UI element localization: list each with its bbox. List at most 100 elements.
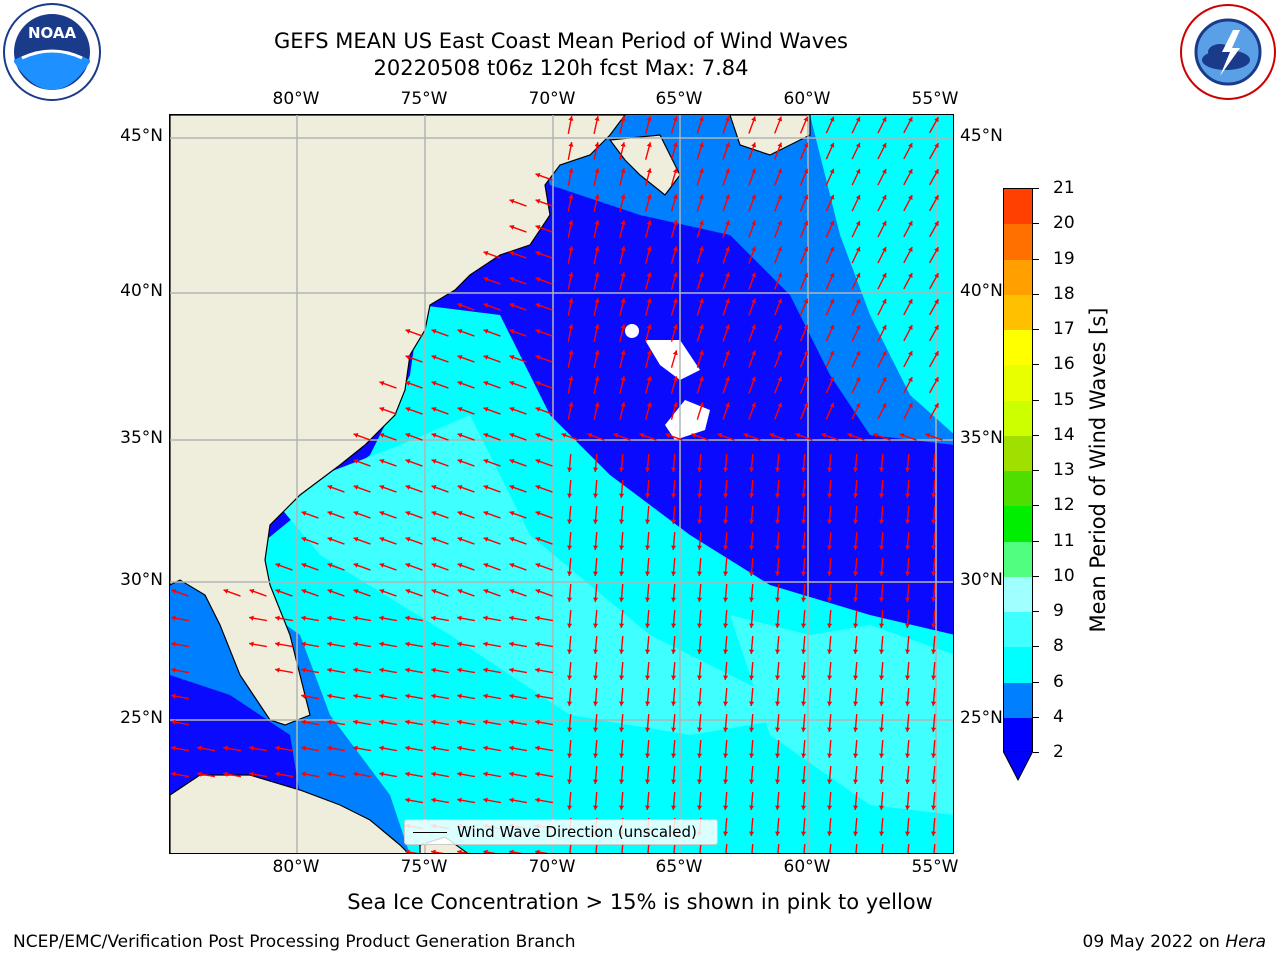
wind-wave-arrow — [907, 843, 910, 853]
wind-wave-arrow-head — [619, 571, 625, 576]
wind-wave-arrow-head — [751, 376, 757, 382]
wind-wave-arrow-head — [593, 545, 599, 550]
wind-wave-arrow-head — [619, 493, 625, 498]
wind-wave-arrow-head — [803, 220, 809, 226]
wind-wave-arrow-head — [829, 116, 835, 122]
wind-wave-arrow-head — [405, 771, 410, 777]
wind-wave-arrow-head — [881, 272, 887, 278]
wind-wave-arrow-head — [197, 745, 202, 751]
wind-wave-arrow-head — [769, 432, 775, 438]
ocean-zone-4-6-ne — [810, 115, 953, 434]
wind-wave-arrow-head — [405, 432, 411, 438]
wind-wave-arrow-head — [723, 493, 729, 498]
wind-wave-arrow-head — [593, 805, 599, 810]
wind-wave-arrow-head — [567, 467, 573, 472]
nova-scotia-land — [608, 134, 681, 196]
wind-wave-arrow-head — [405, 745, 410, 751]
wind-wave-arrow — [855, 843, 858, 853]
north-america-land — [170, 115, 626, 726]
wind-wave-arrow-head — [509, 224, 515, 230]
wind-wave-arrow-head — [405, 693, 410, 699]
wind-wave-arrow-head — [905, 597, 911, 602]
wind-wave-arrow-head — [509, 484, 515, 490]
wind-wave-arrow-head — [567, 779, 573, 784]
wind-wave-arrow-head — [879, 701, 885, 706]
wind-wave-arrow-head — [671, 753, 677, 758]
wind-wave-arrow-head — [535, 380, 541, 386]
wind-wave-arrow-head — [907, 377, 913, 383]
wind-wave-arrow-head — [801, 753, 807, 758]
wind-wave-arrow-head — [853, 649, 859, 654]
colorbar-segment — [1004, 435, 1032, 471]
wind-wave-arrow-head — [431, 406, 437, 412]
wind-wave-arrow-head — [855, 116, 861, 122]
wind-wave-arrow-head — [879, 831, 885, 836]
wind-wave-arrow-head — [697, 597, 703, 602]
wind-wave-arrow-head — [803, 194, 809, 200]
wind-wave-arrow-head — [672, 272, 678, 278]
wind-wave-arrow-head — [803, 402, 809, 408]
wind-wave-arrow-head — [853, 493, 859, 498]
wind-wave-arrow-head — [353, 667, 358, 673]
wind-wave-arrow-head — [697, 701, 703, 706]
wind-wave-arrows — [171, 116, 943, 853]
wind-wave-arrow-head — [931, 571, 937, 576]
wind-wave-arrow-head — [697, 623, 703, 628]
wind-wave-arrow — [829, 843, 832, 853]
wind-wave-arrow-head — [829, 220, 835, 226]
wind-wave-arrow-head — [879, 805, 885, 810]
wind-wave-arrow-head — [672, 350, 678, 356]
wind-wave-arrow-head — [672, 142, 678, 148]
wind-wave-arrow-head — [645, 493, 651, 498]
wind-wave-arrow-head — [646, 272, 652, 278]
wind-wave-arrow-head — [457, 588, 463, 594]
wind-wave-arrow-head — [535, 719, 540, 725]
colorbar-segment — [1004, 330, 1032, 366]
wind-wave-arrow-head — [697, 753, 703, 758]
wind-wave-arrow-head — [879, 545, 885, 550]
wind-wave-arrow-head — [881, 116, 887, 122]
wind-wave-arrow-head — [535, 172, 541, 178]
wind-wave-arrow-head — [568, 272, 574, 277]
wind-wave-arrow-head — [327, 588, 333, 594]
lon-tick-top: 60°W — [783, 89, 831, 109]
wind-wave-arrow-head — [457, 458, 463, 464]
wind-wave-arrow-head — [483, 380, 489, 386]
wind-wave-arrow — [725, 843, 728, 853]
wind-wave-arrow-head — [535, 328, 541, 334]
wind-wave-arrow-head — [483, 719, 488, 725]
wind-wave-arrow-head — [931, 727, 937, 732]
wind-wave-arrow-head — [801, 493, 807, 498]
wind-wave-arrow-head — [671, 597, 677, 602]
wind-wave-arrow-head — [777, 298, 783, 304]
wind-wave-arrow-head — [698, 194, 704, 200]
wind-wave-arrow-head — [483, 771, 488, 777]
wind-wave-arrow-head — [853, 753, 859, 758]
wind-wave-arrow-head — [881, 402, 887, 408]
wind-wave-arrow-head — [777, 376, 783, 382]
wind-wave-arrow-head — [405, 380, 411, 386]
wind-wave-arrow-head — [931, 545, 937, 550]
wind-wave-arrow-head — [568, 350, 574, 355]
lon-tick-bottom: 65°W — [655, 857, 703, 877]
wind-wave-arrow-head — [855, 246, 861, 252]
wind-wave-arrow-head — [907, 117, 913, 123]
wind-wave-arrow-head — [457, 302, 463, 308]
wind-wave-arrow-head — [379, 615, 384, 621]
wind-wave-arrow-head — [535, 250, 541, 256]
wind-wave-arrow-head — [509, 588, 515, 594]
wind-wave-arrow-head — [405, 797, 410, 803]
wind-wave-arrow-head — [646, 142, 652, 148]
wind-wave-arrow-head — [827, 779, 833, 784]
wind-wave-arrow-head — [698, 298, 704, 304]
wind-wave-arrow-head — [931, 805, 937, 810]
wind-wave-arrow-head — [645, 623, 651, 628]
wind-wave-arrow-head — [801, 545, 807, 550]
wind-wave-arrow-head — [379, 562, 385, 568]
wind-wave-arrow-head — [509, 849, 514, 853]
wind-wave-arrow-head — [751, 220, 757, 226]
wind-wave-arrow — [881, 843, 884, 853]
wind-wave-arrow-head — [593, 493, 599, 498]
wind-wave-arrow-head — [672, 220, 678, 226]
wind-wave-arrow-head — [723, 597, 729, 602]
